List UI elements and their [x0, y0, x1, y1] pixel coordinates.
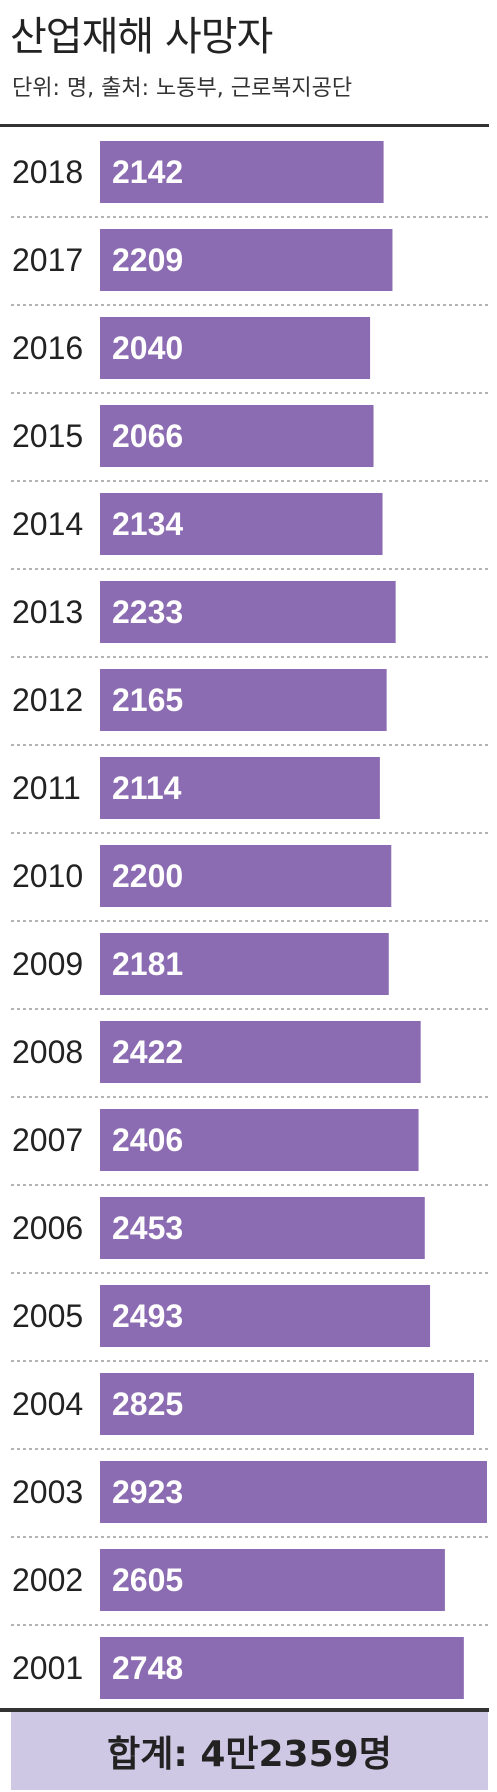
bar-value-label: 2422 [112, 1034, 183, 1070]
top-rule [0, 124, 489, 127]
bar-value-label: 2142 [112, 154, 183, 190]
year-label: 2005 [12, 1298, 83, 1334]
year-label: 2002 [12, 1562, 83, 1598]
bar-value-label: 2181 [112, 946, 183, 982]
bar [100, 405, 374, 467]
bar [100, 1549, 445, 1611]
bar [100, 581, 396, 643]
bar-value-label: 2923 [112, 1474, 183, 1510]
year-label: 2004 [12, 1386, 83, 1422]
bar-value-label: 2209 [112, 242, 183, 278]
year-label: 2017 [12, 242, 83, 278]
year-label: 2013 [12, 594, 83, 630]
bar [100, 493, 383, 555]
bar [100, 1461, 487, 1523]
total-box: 합계: 4만2359명 [11, 1712, 488, 1790]
bar [100, 229, 393, 291]
chart-title: 산업재해 사망자 [10, 14, 273, 60]
bar-value-label: 2406 [112, 1122, 183, 1158]
bar-value-label: 2200 [112, 858, 183, 894]
bar-value-label: 2453 [112, 1210, 183, 1246]
bar [100, 757, 380, 819]
bar-value-label: 2134 [112, 506, 183, 542]
year-label: 2009 [12, 946, 83, 982]
bar-value-label: 2493 [112, 1298, 183, 1334]
bar [100, 1021, 421, 1083]
year-label: 2014 [12, 506, 83, 542]
bottom-rule [0, 1708, 489, 1712]
bar [100, 933, 389, 995]
bar-value-label: 2605 [112, 1562, 183, 1598]
year-label: 2015 [12, 418, 83, 454]
bar-value-label: 2066 [112, 418, 183, 454]
bar [100, 1637, 464, 1699]
year-label: 2012 [12, 682, 83, 718]
bar-value-label: 2233 [112, 594, 183, 630]
year-label: 2007 [12, 1122, 83, 1158]
year-label: 2003 [12, 1474, 83, 1510]
bar [100, 1197, 425, 1259]
year-label: 2001 [12, 1650, 83, 1686]
bar-value-label: 2165 [112, 682, 183, 718]
bar-value-label: 2748 [112, 1650, 183, 1686]
total-label: 합계: 4만2359명 [107, 1734, 392, 1775]
year-label: 2010 [12, 858, 83, 894]
year-label: 2011 [12, 770, 81, 806]
bar [100, 1373, 475, 1435]
chart-subtitle: 단위: 명, 출처: 노동부, 근로복지공단 [12, 76, 353, 101]
year-label: 2008 [12, 1034, 83, 1070]
bar [100, 845, 392, 907]
bar [100, 1109, 419, 1171]
bar [100, 1285, 431, 1347]
year-label: 2018 [12, 154, 83, 190]
bar-value-label: 2114 [112, 770, 182, 806]
bar-value-label: 2825 [112, 1386, 183, 1422]
bar-value-label: 2040 [112, 330, 183, 366]
year-label: 2016 [12, 330, 83, 366]
bar [100, 317, 371, 379]
year-label: 2006 [12, 1210, 83, 1246]
bar [100, 669, 387, 731]
bar [100, 141, 384, 203]
